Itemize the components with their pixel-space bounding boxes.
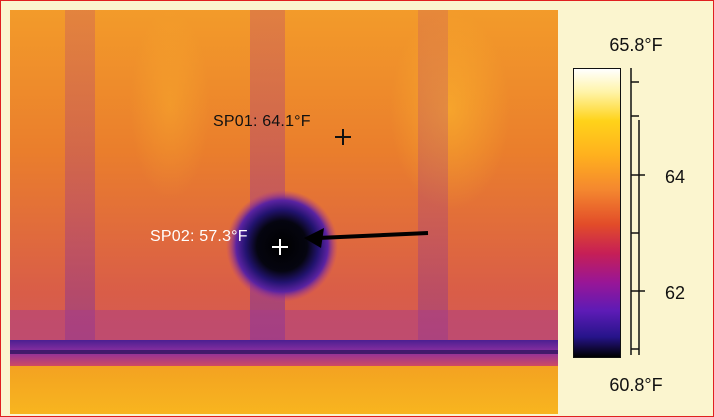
spot-label-sp02: SP02: 57.3°F — [150, 228, 248, 245]
crosshair-icon — [272, 239, 288, 255]
temperature-colorbar — [573, 68, 621, 358]
scale-tick-64: 64 — [665, 167, 686, 187]
spot-label-sp01: SP01: 64.1°F — [213, 113, 311, 130]
crosshair-icon — [335, 129, 351, 145]
scale-min-label: 60.8°F — [609, 375, 663, 395]
thermal-image: SP01: 64.1°F SP02: 57.3°F — [10, 10, 558, 414]
scale-max-label: 65.8°F — [609, 35, 663, 55]
scale-tick-62: 62 — [665, 283, 686, 303]
thermal-heatmap — [10, 10, 558, 414]
arrow-left-icon — [304, 228, 429, 248]
scale-tick-marks — [630, 68, 645, 355]
